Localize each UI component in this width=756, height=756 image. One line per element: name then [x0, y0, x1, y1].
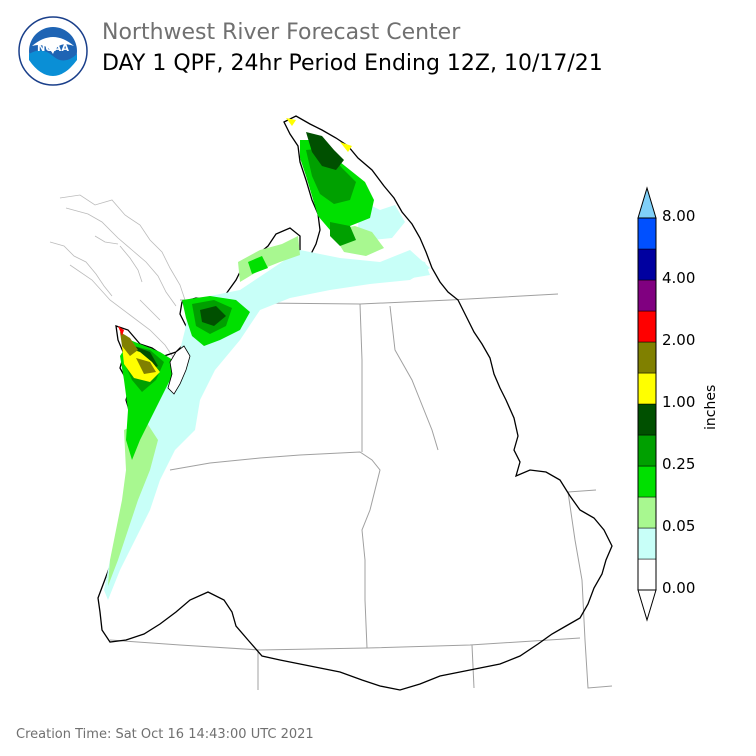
- colorbar-segment: [637, 527, 657, 560]
- colorbar-segment: [637, 279, 657, 312]
- colorbar-segment: [637, 217, 657, 250]
- colorbar-segment: [637, 248, 657, 281]
- logo-text: NOAA: [37, 43, 69, 54]
- colorbar-tick-005: 0.05: [662, 517, 696, 535]
- colorbar-segment: [637, 434, 657, 467]
- product-title: DAY 1 QPF, 24hr Period Ending 12Z, 10/17…: [102, 51, 603, 76]
- qpf-light-cyan-region: [104, 250, 430, 600]
- colorbar-segment: [637, 341, 657, 374]
- bc-coastline: [49, 194, 186, 373]
- puget-sound: [167, 345, 191, 395]
- colorbar-segment: [637, 372, 657, 405]
- creation-time: Creation Time: Sat Oct 16 14:43:00 UTC 2…: [16, 727, 314, 742]
- noaa-logo: NOAA: [18, 16, 88, 86]
- colorbar-segment: [637, 465, 657, 498]
- colorbar-segment: [637, 403, 657, 436]
- colorbar-segment: [637, 558, 657, 591]
- colorbar-tick-025: 0.25: [662, 455, 696, 473]
- colorbar-bottom-extension: [637, 589, 657, 622]
- colorbar-tick-1: 1.00: [662, 393, 696, 411]
- colorbar-tick-8: 8.00: [662, 207, 696, 225]
- colorbar-segment: [637, 496, 657, 529]
- colorbar-tick-0: 0.00: [662, 579, 696, 597]
- agency-title: Northwest River Forecast Center: [102, 20, 461, 45]
- colorbar-tick-2: 2.00: [662, 331, 696, 349]
- colorbar-tick-4: 4.00: [662, 269, 696, 287]
- qpf-shading: [104, 118, 430, 600]
- colorbar-top-extension: [637, 186, 657, 219]
- colorbar-unit-label: inches: [703, 384, 719, 430]
- boundaries: [109, 293, 613, 690]
- colorbar-segment: [637, 310, 657, 343]
